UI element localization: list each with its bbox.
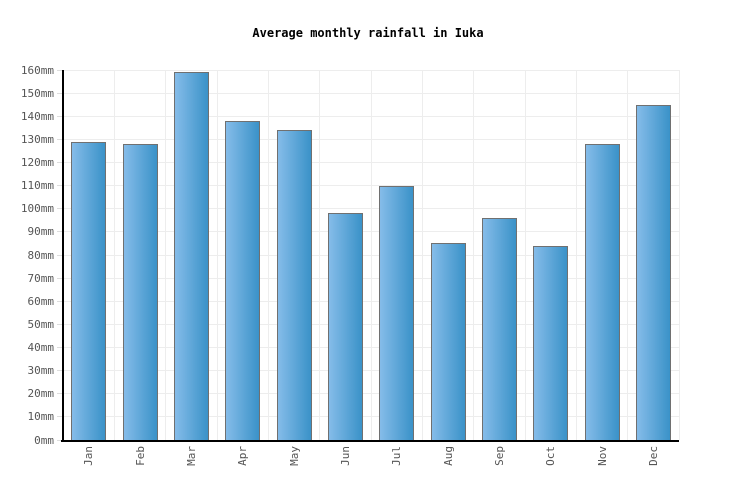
x-axis-label: Oct [544, 446, 558, 466]
x-axis-label: Jun [338, 446, 352, 466]
x-gridline [421, 70, 423, 440]
y-axis-tick [57, 69, 62, 71]
y-axis-label: 100mm [20, 202, 54, 216]
x-gridline [370, 70, 372, 440]
y-axis-tick [57, 393, 62, 395]
bar-feb[interactable] [122, 144, 158, 440]
y-axis-tick [57, 231, 62, 233]
y-axis-label: 110mm [20, 179, 54, 193]
y-axis-tick [57, 92, 62, 94]
y-axis-label: 10mm [27, 410, 55, 424]
y-axis-tick [57, 416, 62, 418]
y-axis-tick [57, 185, 62, 187]
x-axis-label: Feb [133, 446, 147, 466]
y-axis-tick [57, 138, 62, 140]
y-axis-tick [57, 370, 62, 372]
x-gridline [216, 70, 218, 440]
y-axis-label: 20mm [27, 387, 55, 401]
y-axis-label: 60mm [27, 294, 55, 308]
y-axis-label: 140mm [20, 109, 54, 123]
bar-dec[interactable] [635, 104, 671, 440]
y-axis-label: 90mm [27, 225, 55, 239]
x-gridline [575, 70, 577, 440]
y-axis-tick [57, 439, 62, 441]
x-gridline [473, 70, 475, 440]
y-axis-label: 160mm [20, 63, 54, 77]
x-axis-label: Aug [441, 446, 455, 466]
x-axis-label: Apr [236, 446, 250, 466]
bar-aug[interactable] [430, 243, 466, 440]
y-axis-tick [57, 347, 62, 348]
y-axis-tick [57, 323, 62, 325]
x-gridline [319, 70, 321, 440]
y-axis-line [61, 70, 64, 442]
y-axis-label: 150mm [20, 86, 54, 100]
y-axis-tick [57, 115, 62, 117]
x-axis-label: Sep [492, 446, 506, 466]
y-axis-tick [57, 300, 62, 302]
bar-apr[interactable] [225, 120, 261, 440]
x-gridline [678, 70, 680, 440]
x-axis-label: Jul [390, 446, 404, 466]
x-gridline [267, 70, 269, 440]
bar-oct[interactable] [533, 245, 569, 440]
x-axis-label: Dec [646, 446, 660, 466]
y-axis-tick [57, 254, 62, 256]
y-axis-label: 30mm [27, 364, 55, 378]
bar-sep[interactable] [481, 218, 517, 440]
y-axis-label: 80mm [27, 248, 55, 262]
y-axis-label: 130mm [20, 132, 54, 146]
y-axis-label: 0mm [34, 433, 54, 447]
bar-nov[interactable] [584, 144, 620, 440]
x-gridline [627, 70, 629, 440]
x-axis-label: Jan [82, 446, 96, 466]
y-axis-tick [57, 277, 62, 279]
x-axis-label: Nov [595, 446, 609, 466]
bar-jun[interactable] [327, 213, 363, 440]
x-axis-line [61, 439, 679, 442]
x-gridline [113, 70, 115, 440]
bar-mar[interactable] [173, 72, 209, 440]
x-axis-label: May [287, 446, 301, 466]
x-gridline [524, 70, 526, 440]
y-axis-label: 50mm [27, 317, 55, 331]
bar-jul[interactable] [379, 185, 415, 440]
y-axis-tick [57, 208, 62, 210]
y-axis-label: 40mm [27, 341, 55, 354]
x-gridline [165, 70, 167, 440]
bar-may[interactable] [276, 130, 312, 440]
bar-jan[interactable] [71, 141, 107, 440]
chart-title: Average monthly rainfall in Iuka [252, 26, 484, 40]
x-axis-label: Mar [184, 446, 198, 466]
y-axis-label: 120mm [20, 156, 54, 169]
y-axis-tick [57, 162, 62, 163]
y-axis-label: 70mm [27, 271, 55, 285]
